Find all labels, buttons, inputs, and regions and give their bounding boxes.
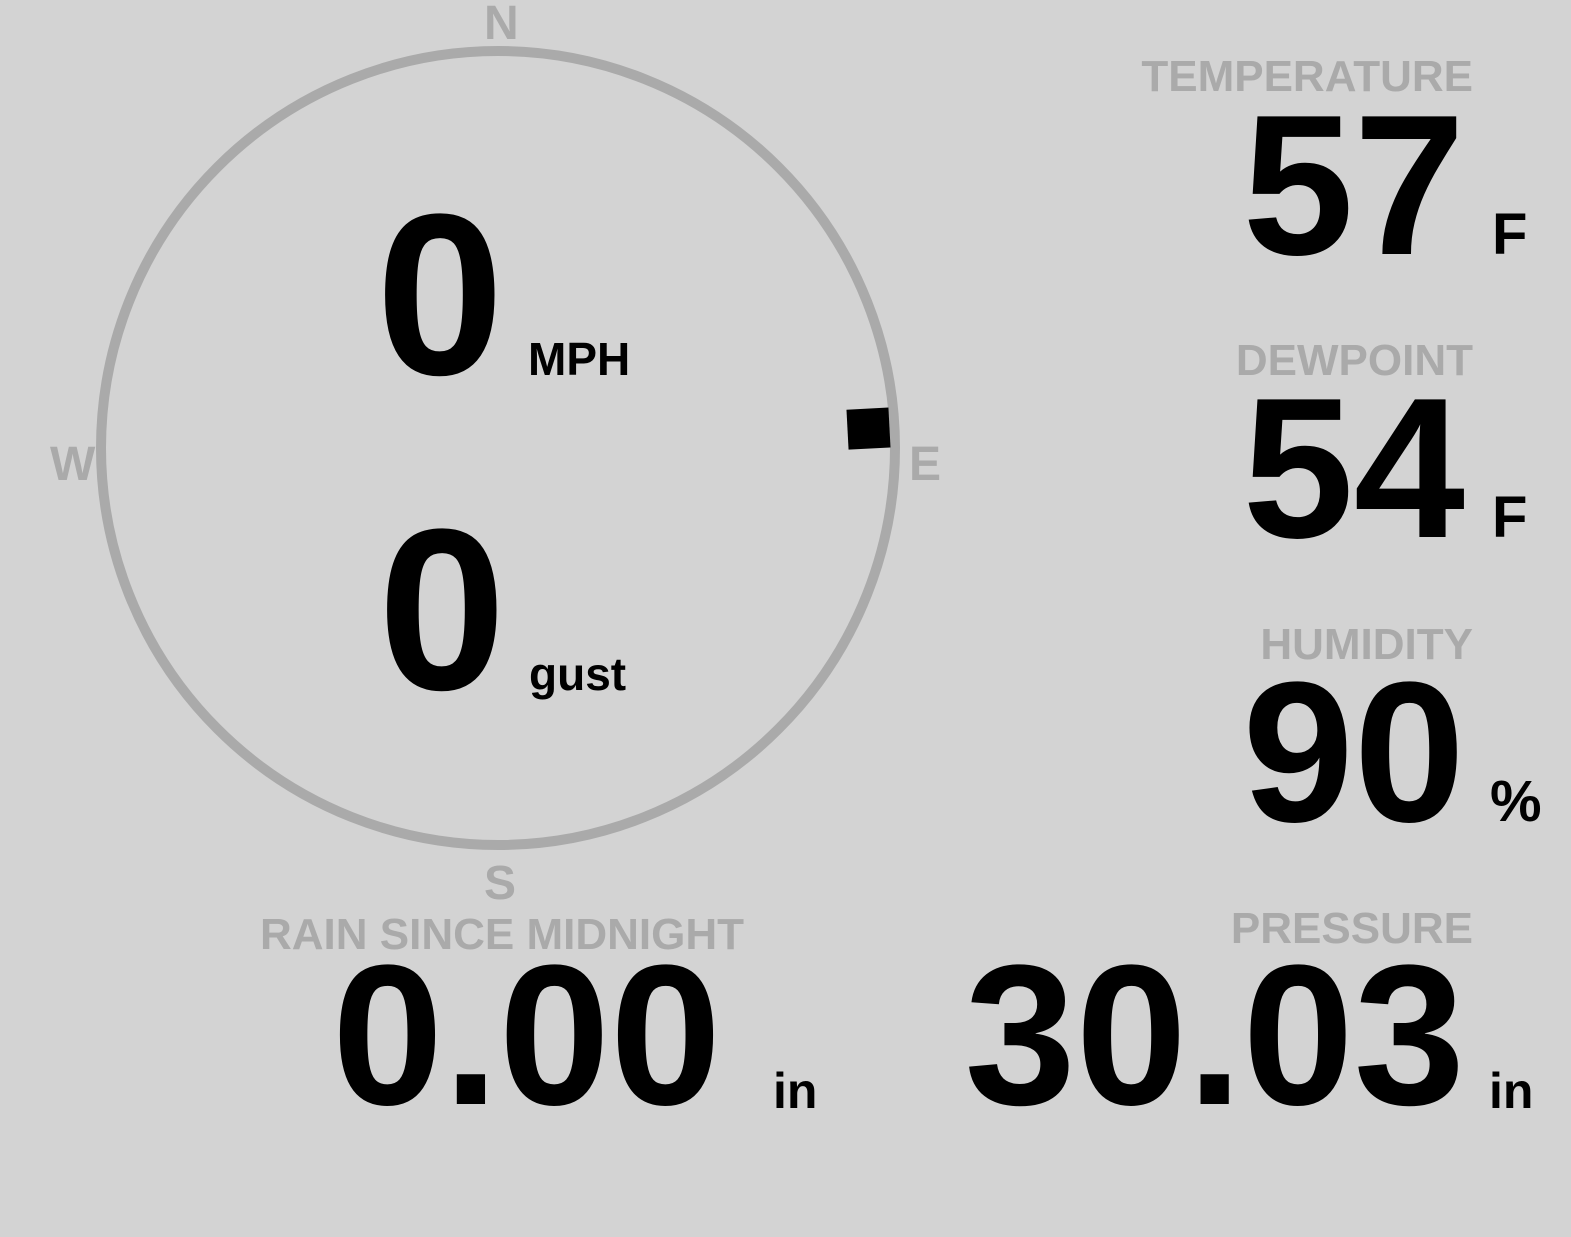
dewpoint-value: 54 bbox=[1242, 357, 1465, 580]
wind-gust-value: 0 bbox=[378, 481, 506, 738]
pressure-label: PRESSURE bbox=[1230, 904, 1473, 953]
temperature-value: 57 bbox=[1242, 74, 1465, 297]
dewpoint-label: DEWPOINT bbox=[1235, 336, 1473, 385]
dewpoint-unit: F bbox=[1492, 485, 1528, 550]
pressure-unit: in bbox=[1489, 1063, 1534, 1119]
wind-gust-unit: gust bbox=[529, 648, 627, 700]
wind-speed-value: 0 bbox=[376, 166, 504, 423]
humidity-unit: % bbox=[1490, 769, 1542, 834]
humidity-label: HUMIDITY bbox=[1260, 620, 1473, 669]
humidity-value: 90 bbox=[1242, 641, 1465, 864]
rain-value: 0.00 bbox=[332, 924, 722, 1147]
temperature-label: TEMPERATURE bbox=[1141, 52, 1473, 101]
compass-west-label: W bbox=[50, 438, 96, 491]
temperature-unit: F bbox=[1492, 202, 1528, 267]
compass-north-label: N bbox=[484, 0, 519, 50]
compass-east-label: E bbox=[909, 438, 942, 491]
wind-direction-marker bbox=[846, 407, 891, 450]
compass-south-label: S bbox=[484, 857, 517, 910]
compass-ring bbox=[96, 46, 900, 850]
rain-unit: in bbox=[773, 1063, 818, 1119]
wind-speed-unit: MPH bbox=[528, 333, 631, 385]
rain-label: RAIN SINCE MIDNIGHT bbox=[260, 910, 744, 959]
pressure-value: 30.03 bbox=[964, 924, 1466, 1147]
